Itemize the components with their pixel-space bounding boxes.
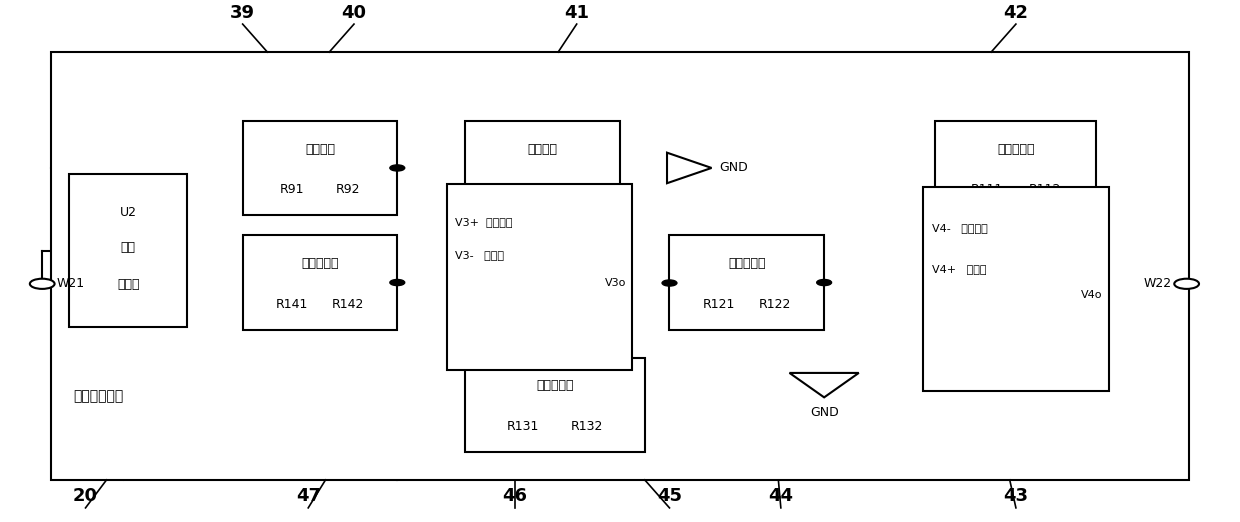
Text: R132: R132 xyxy=(572,420,604,433)
Text: R121: R121 xyxy=(703,298,735,311)
Text: R112: R112 xyxy=(1029,183,1061,196)
Text: R91: R91 xyxy=(280,183,304,196)
Text: V4+   放大器: V4+ 放大器 xyxy=(931,264,986,274)
Circle shape xyxy=(30,279,55,289)
Text: 第九电阵: 第九电阵 xyxy=(305,143,335,156)
Text: R92: R92 xyxy=(336,183,360,196)
Text: R101: R101 xyxy=(498,183,531,196)
Bar xyxy=(923,187,1109,391)
Bar xyxy=(446,184,632,371)
Text: W22: W22 xyxy=(1143,277,1172,290)
Text: GND: GND xyxy=(810,406,838,419)
Text: V3o: V3o xyxy=(605,278,626,288)
Circle shape xyxy=(662,280,677,286)
Text: 第十三电阵: 第十三电阵 xyxy=(536,379,574,393)
Bar xyxy=(243,235,397,329)
Bar xyxy=(465,121,620,215)
Text: R142: R142 xyxy=(331,298,365,311)
Bar xyxy=(69,174,187,327)
Text: 第十一电阵: 第十一电阵 xyxy=(997,143,1034,156)
Bar xyxy=(670,235,825,329)
Text: W21: W21 xyxy=(57,277,86,290)
Text: 41: 41 xyxy=(564,4,589,21)
Text: R122: R122 xyxy=(759,298,791,311)
Circle shape xyxy=(389,165,404,171)
Text: R102: R102 xyxy=(554,183,587,196)
Text: 42: 42 xyxy=(1003,4,1028,21)
Text: R131: R131 xyxy=(507,420,539,433)
Bar xyxy=(51,52,1189,480)
Bar xyxy=(935,121,1096,215)
Circle shape xyxy=(389,279,404,286)
Text: 第十电阵: 第十电阵 xyxy=(528,143,558,156)
Text: 20: 20 xyxy=(73,488,98,505)
Text: 电压源: 电压源 xyxy=(117,278,139,291)
Text: 40: 40 xyxy=(341,4,367,21)
Text: V4-   第四运算: V4- 第四运算 xyxy=(931,223,987,233)
Text: 44: 44 xyxy=(769,488,794,505)
Bar xyxy=(243,121,397,215)
Text: 第二: 第二 xyxy=(120,241,135,254)
Text: 39: 39 xyxy=(231,4,255,21)
Text: R141: R141 xyxy=(277,298,309,311)
Text: V4o: V4o xyxy=(1081,290,1102,300)
Text: R111: R111 xyxy=(971,183,1003,196)
Text: 43: 43 xyxy=(1003,488,1028,505)
Text: 46: 46 xyxy=(502,488,527,505)
Text: U2: U2 xyxy=(120,206,136,219)
Circle shape xyxy=(1174,279,1199,289)
Text: 第二运算模块: 第二运算模块 xyxy=(73,389,124,403)
Text: 第十二电阵: 第十二电阵 xyxy=(728,257,765,270)
Text: 47: 47 xyxy=(295,488,321,505)
Text: V3+  第三运算: V3+ 第三运算 xyxy=(455,217,513,227)
Text: 45: 45 xyxy=(657,488,682,505)
Circle shape xyxy=(817,279,832,286)
Text: 第十四电阵: 第十四电阵 xyxy=(301,257,339,270)
Bar xyxy=(465,358,645,452)
Text: V3-   放大器: V3- 放大器 xyxy=(455,250,505,260)
Text: GND: GND xyxy=(719,161,748,174)
